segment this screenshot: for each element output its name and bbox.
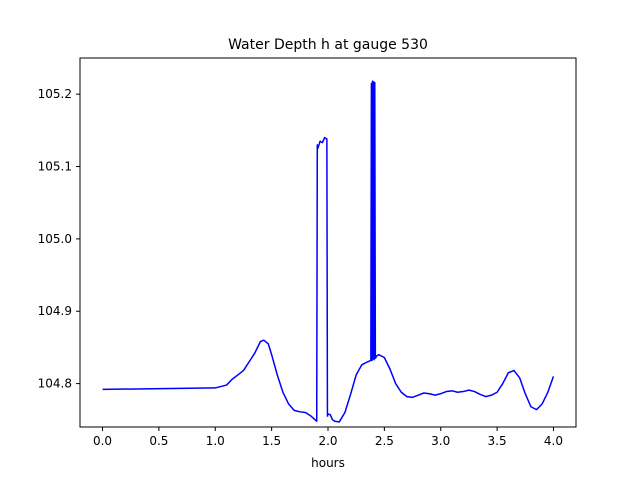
- y-tick-label: 105.2: [38, 87, 72, 101]
- x-tick-label: 4.0: [544, 434, 563, 448]
- x-tick-label: 0.0: [93, 434, 112, 448]
- y-axis: 104.8 104.9 105.0 105.1 105.2: [38, 87, 80, 391]
- series-line-0: [102, 80, 555, 423]
- x-tick-label: 2.5: [375, 434, 394, 448]
- y-tick-label: 104.8: [38, 377, 72, 391]
- y-tick-label: 104.9: [38, 304, 72, 318]
- x-tick-label: 2.0: [318, 434, 337, 448]
- x-tick-label: 1.5: [262, 434, 281, 448]
- x-tick-label: 3.0: [431, 434, 450, 448]
- x-tick-label: 3.5: [488, 434, 507, 448]
- x-tick-label: 0.5: [149, 434, 168, 448]
- chart-title: Water Depth h at gauge 530: [228, 37, 428, 53]
- y-tick-label: 105.1: [38, 160, 72, 174]
- x-axis-label: hours: [311, 456, 345, 470]
- x-tick-label: 1.0: [206, 434, 225, 448]
- y-tick-label: 105.0: [38, 232, 72, 246]
- plot-area: [102, 80, 555, 423]
- x-axis: 0.0 0.5 1.0 1.5 2.0 2.5 3.0 3.5 4.0: [93, 427, 563, 448]
